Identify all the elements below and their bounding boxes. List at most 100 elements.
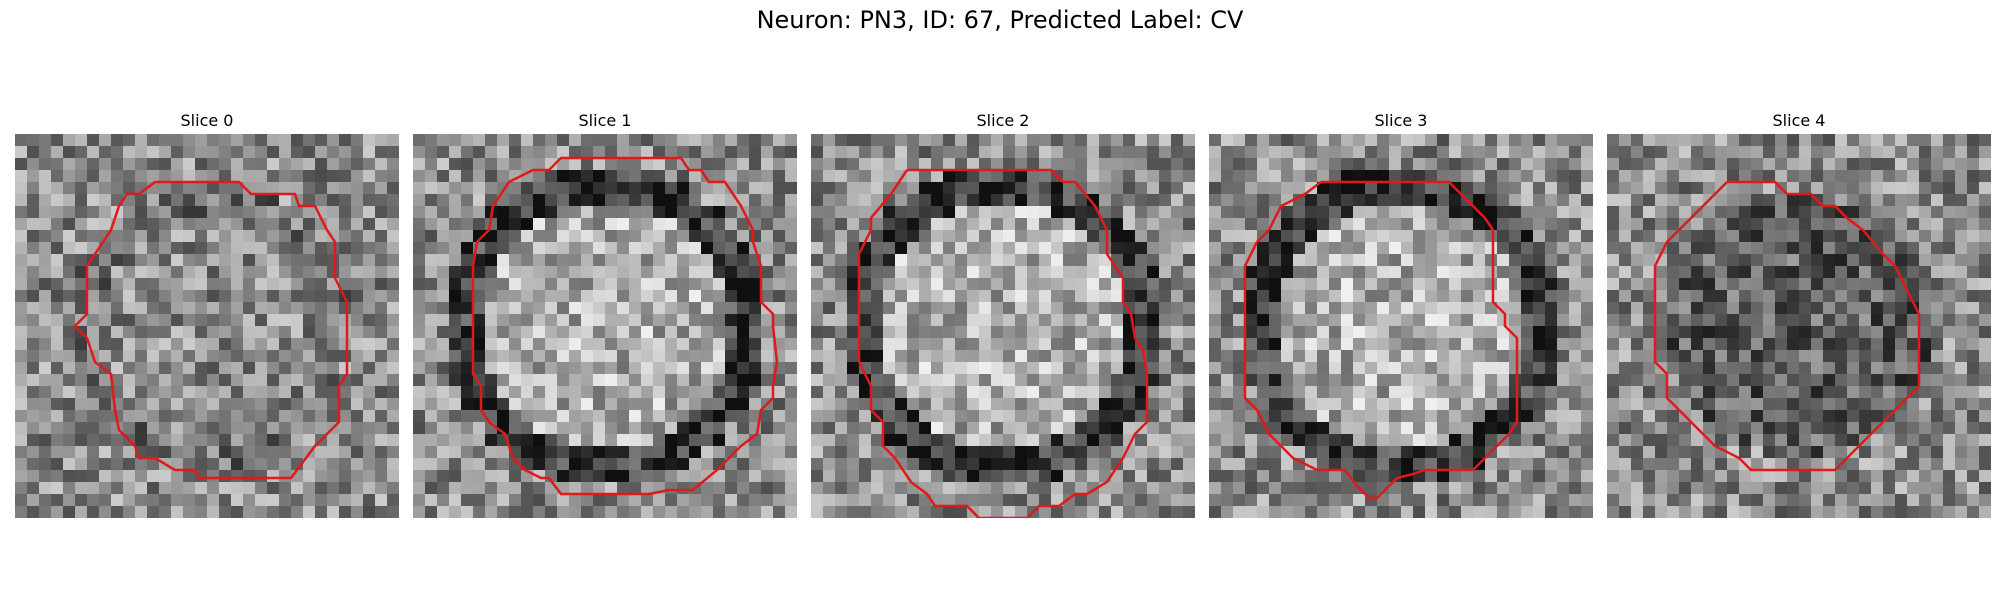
pixel [593, 446, 605, 458]
pixel [545, 242, 557, 254]
pixel [207, 314, 219, 326]
pixel [135, 194, 147, 206]
pixel [51, 314, 63, 326]
pixel [255, 398, 267, 410]
pixel [811, 386, 823, 398]
pixel [665, 422, 677, 434]
pixel [1317, 134, 1329, 146]
pixel [1763, 338, 1775, 350]
pixel [219, 314, 231, 326]
pixel [425, 398, 437, 410]
pixel [967, 302, 979, 314]
pixel [1269, 446, 1281, 458]
pixel [1655, 410, 1667, 422]
pixel [1269, 302, 1281, 314]
pixel [387, 434, 399, 446]
pixel [811, 266, 823, 278]
pixel [1607, 254, 1619, 266]
pixel [1123, 170, 1135, 182]
pixel [1485, 266, 1497, 278]
pixel [1943, 218, 1955, 230]
pixel [315, 314, 327, 326]
pixel [315, 422, 327, 434]
pixel [1209, 134, 1221, 146]
pixel [955, 206, 967, 218]
pixel [1919, 302, 1931, 314]
pixel [243, 446, 255, 458]
pixel [979, 458, 991, 470]
pixel [1847, 146, 1859, 158]
pixel [147, 446, 159, 458]
pixel [1607, 266, 1619, 278]
pixel [1389, 362, 1401, 374]
pixel [1377, 434, 1389, 446]
pixel [1751, 338, 1763, 350]
pixel [1015, 302, 1027, 314]
pixel [617, 290, 629, 302]
pixel [991, 278, 1003, 290]
pixel [1533, 434, 1545, 446]
pixel [1787, 338, 1799, 350]
pixel [1051, 458, 1063, 470]
pixel [1209, 338, 1221, 350]
pixel [1871, 386, 1883, 398]
pixel [1111, 242, 1123, 254]
pixel [135, 434, 147, 446]
pixel [413, 446, 425, 458]
pixel [653, 362, 665, 374]
pixel [859, 218, 871, 230]
pixel [653, 410, 665, 422]
pixel [1305, 398, 1317, 410]
pixel [1039, 254, 1051, 266]
pixel [1497, 146, 1509, 158]
pixel [159, 242, 171, 254]
pixel [291, 434, 303, 446]
pixel [737, 182, 749, 194]
pixel [533, 194, 545, 206]
pixel [375, 362, 387, 374]
pixel [991, 374, 1003, 386]
pixel [159, 386, 171, 398]
pixel [533, 182, 545, 194]
pixel [1461, 278, 1473, 290]
pixel [1233, 314, 1245, 326]
pixel [1329, 254, 1341, 266]
pixel [207, 302, 219, 314]
pixel [967, 314, 979, 326]
pixel [135, 134, 147, 146]
pixel [545, 494, 557, 506]
pixel [1473, 422, 1485, 434]
pixel [1655, 290, 1667, 302]
pixel [883, 506, 895, 518]
pixel [907, 446, 919, 458]
pixel [315, 170, 327, 182]
pixel [1233, 494, 1245, 506]
pixel [1377, 446, 1389, 458]
pixel [1389, 170, 1401, 182]
pixel [871, 242, 883, 254]
pixel [533, 374, 545, 386]
pixel [159, 338, 171, 350]
pixel [1775, 314, 1787, 326]
pixel [521, 314, 533, 326]
pixel [629, 266, 641, 278]
pixel [811, 422, 823, 434]
pixel [931, 158, 943, 170]
pixel [1003, 206, 1015, 218]
pixel [1497, 218, 1509, 230]
pixel [1269, 506, 1281, 518]
pixel [725, 494, 737, 506]
pixel [725, 470, 737, 482]
pixel [1485, 278, 1497, 290]
pixel [569, 362, 581, 374]
pixel [785, 302, 797, 314]
pixel [823, 422, 835, 434]
pixel [1883, 266, 1895, 278]
pixel [63, 434, 75, 446]
pixel [895, 506, 907, 518]
pixel [979, 386, 991, 398]
pixel [267, 470, 279, 482]
pixel [1847, 254, 1859, 266]
pixel [1871, 146, 1883, 158]
pixel [919, 326, 931, 338]
